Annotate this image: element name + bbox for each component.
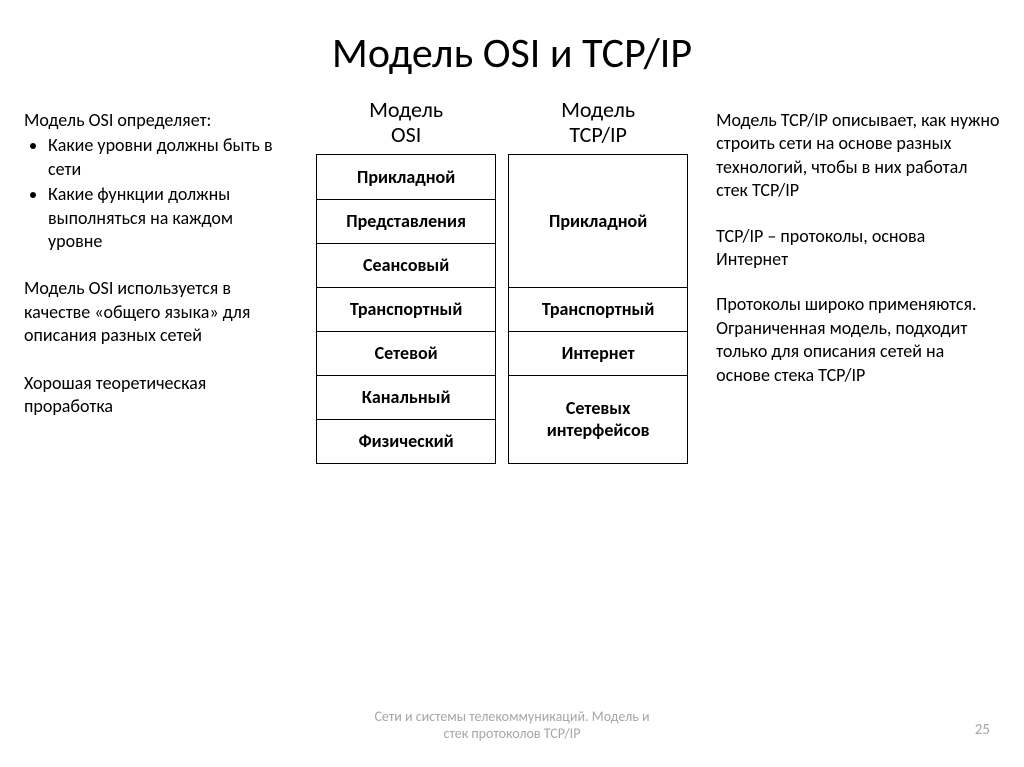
tcpip-layer-network-interface: Сетевых интерфейсов: [509, 375, 687, 463]
slide-footer: Сети и системы телекоммуникаций. Модель …: [0, 709, 1024, 743]
tcpip-layer-internet: Интернет: [509, 331, 687, 375]
osi-layer-session: Сеансовый: [317, 243, 495, 287]
osi-defines-block: Модель OSI определяет: Какие уровни долж…: [24, 109, 290, 253]
osi-theory-text: Хорошая теоретическая проработка: [24, 372, 290, 419]
osi-layer-presentation: Представления: [317, 199, 495, 243]
tcpip-describes-text: Модель TCP/IP описывает, как нужно строи…: [716, 109, 1000, 203]
osi-layer-physical: Физический: [317, 419, 495, 463]
footer-line2: стек протоколов TCP/IP: [444, 725, 581, 742]
right-column: Модель TCP/IP описывает, как нужно строи…: [704, 97, 1000, 464]
osi-defines-bullets: Какие уровни должны быть в сети Какие фу…: [24, 134, 290, 253]
osi-layer-datalink: Канальный: [317, 375, 495, 419]
osi-header-line1: Модель: [369, 96, 443, 123]
tcpip-usage-text: Протоколы широко применяются. Ограниченн…: [716, 293, 1000, 387]
model-headers: Модель OSI Модель TCP/IP: [300, 97, 704, 148]
page-number: 25: [975, 721, 990, 739]
left-column: Модель OSI определяет: Какие уровни долж…: [24, 97, 300, 464]
osi-table: Прикладной Представления Сеансовый Транс…: [316, 154, 496, 464]
content-area: Модель OSI определяет: Какие уровни долж…: [0, 97, 1024, 464]
tcpip-layer-application: Прикладной: [509, 155, 687, 287]
tcpip-layer-transport: Транспортный: [509, 287, 687, 331]
bullet-item: Какие уровни должны быть в сети: [48, 134, 290, 181]
osi-defines-intro: Модель OSI определяет:: [24, 109, 290, 132]
tcpip-header: Модель TCP/IP: [508, 97, 688, 148]
osi-layer-network: Сетевой: [317, 331, 495, 375]
tcpip-header-line2: TCP/IP: [569, 121, 627, 148]
osi-usage-text: Модель OSI используется в качестве «обще…: [24, 277, 290, 347]
center-diagram: Модель OSI Модель TCP/IP Прикладной Пред…: [300, 97, 704, 464]
slide-title: Модель OSI и TCP/IP: [0, 0, 1024, 97]
osi-layer-transport: Транспортный: [317, 287, 495, 331]
layer-tables: Прикладной Представления Сеансовый Транс…: [316, 154, 688, 464]
osi-header: Модель OSI: [316, 97, 496, 148]
tcpip-protocols-text: TCP/IP – протоколы, основа Интернет: [716, 225, 1000, 272]
tcpip-table: Прикладной Транспортный Интернет Сетевых…: [508, 154, 688, 464]
footer-line1: Сети и системы телекоммуникаций. Модель …: [374, 708, 649, 725]
osi-header-line2: OSI: [391, 121, 421, 148]
tcpip-header-line1: Модель: [561, 96, 635, 123]
osi-layer-application: Прикладной: [317, 155, 495, 199]
bullet-item: Какие функции должны выполняться на кажд…: [48, 183, 290, 253]
